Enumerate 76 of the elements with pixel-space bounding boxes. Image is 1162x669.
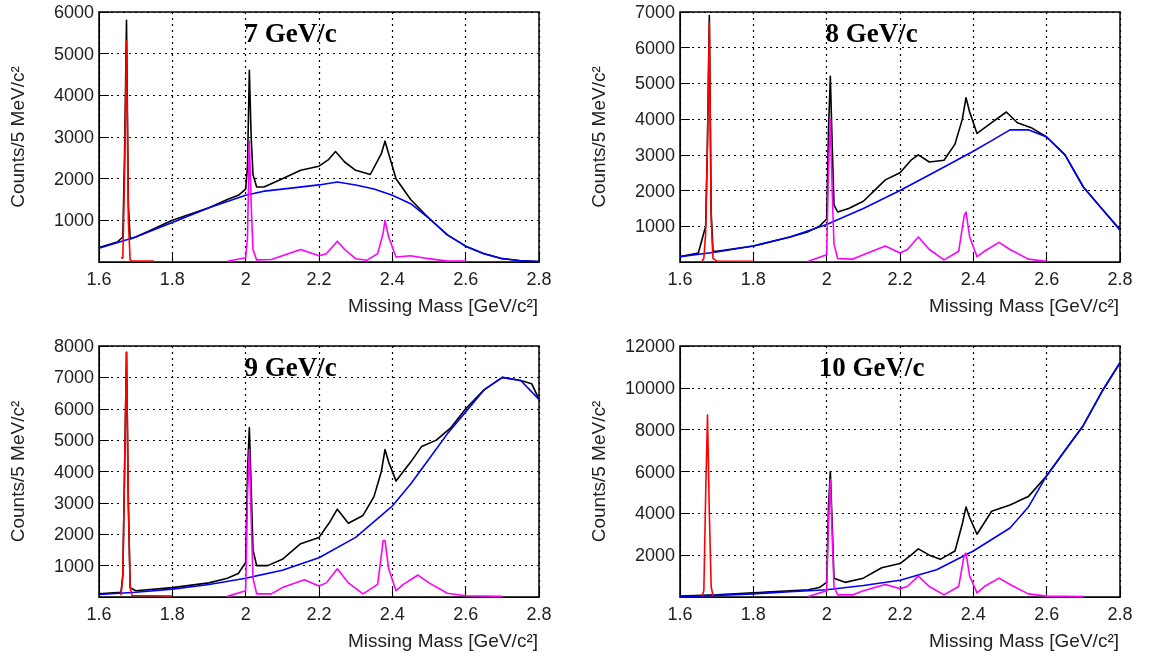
y-tick-label: 6000 bbox=[634, 37, 675, 58]
x-tick-label: 2.2 bbox=[887, 604, 913, 624]
x-tick-label: 2.6 bbox=[453, 604, 479, 624]
x-tick-label: 2 bbox=[821, 604, 832, 624]
x-tick-label: 1.8 bbox=[159, 269, 185, 289]
chart-title: 9 GeV/c bbox=[244, 351, 337, 382]
line-series bbox=[120, 351, 174, 597]
y-tick-label: 8000 bbox=[53, 336, 94, 356]
y-tick-label: 3000 bbox=[634, 144, 675, 165]
y-tick-label: 6000 bbox=[53, 2, 94, 22]
y-tick-label: 2000 bbox=[53, 524, 94, 545]
x-tick-label: 2.2 bbox=[887, 269, 913, 289]
x-tick-label: 2.2 bbox=[306, 269, 332, 289]
x-tick-label: 2.8 bbox=[1107, 604, 1133, 624]
x-tick-label: 2 bbox=[240, 269, 251, 289]
y-tick-label: 4000 bbox=[634, 109, 675, 130]
line-series bbox=[701, 414, 714, 597]
y-tick-label: 7000 bbox=[634, 2, 675, 22]
x-tick-label: 2.8 bbox=[526, 604, 552, 624]
chart-title: 7 GeV/c bbox=[244, 17, 337, 48]
x-axis-title: Missing Mass [GeV/c²] bbox=[928, 630, 1119, 651]
line-series bbox=[807, 118, 1048, 263]
x-tick-label: 1.6 bbox=[86, 269, 112, 289]
x-tick-label: 2 bbox=[240, 604, 251, 624]
line-series bbox=[226, 448, 504, 598]
y-tick-label: 2000 bbox=[634, 180, 675, 201]
y-tick-label: 1000 bbox=[53, 555, 94, 576]
y-tick-label: 2000 bbox=[634, 545, 675, 566]
x-tick-label: 2.4 bbox=[960, 269, 986, 289]
y-tick-label: 4000 bbox=[53, 461, 94, 482]
y-tick-label: 4000 bbox=[634, 503, 675, 524]
x-tick-label: 2.8 bbox=[1107, 269, 1133, 289]
x-axis-title: Missing Mass [GeV/c²] bbox=[347, 630, 538, 651]
x-axis-title: Missing Mass [GeV/c²] bbox=[347, 295, 538, 316]
x-tick-label: 2.6 bbox=[1034, 269, 1060, 289]
x-tick-label: 1.8 bbox=[159, 604, 185, 624]
y-tick-label: 4000 bbox=[53, 85, 94, 106]
x-tick-label: 2 bbox=[821, 269, 832, 289]
chart-title: 10 GeV/c bbox=[818, 351, 925, 382]
x-tick-label: 1.6 bbox=[667, 604, 693, 624]
x-tick-label: 2.4 bbox=[379, 604, 405, 624]
chart-title: 8 GeV/c bbox=[825, 17, 918, 48]
x-tick-label: 2.6 bbox=[1034, 604, 1060, 624]
x-tick-label: 1.6 bbox=[86, 604, 112, 624]
x-tick-label: 1.6 bbox=[667, 269, 693, 289]
y-axis-title: Counts/5 MeV/c² bbox=[588, 400, 609, 543]
y-axis-title: Counts/5 MeV/c² bbox=[7, 66, 28, 208]
y-tick-label: 5000 bbox=[634, 73, 675, 94]
y-tick-label: 8000 bbox=[634, 419, 675, 440]
x-tick-label: 1.8 bbox=[740, 604, 766, 624]
y-tick-label: 7000 bbox=[53, 367, 94, 388]
x-axis-title: Missing Mass [GeV/c²] bbox=[928, 295, 1119, 316]
y-tick-label: 10000 bbox=[624, 377, 675, 398]
x-tick-label: 2.4 bbox=[960, 604, 986, 624]
x-tick-label: 2.6 bbox=[453, 269, 479, 289]
line-series bbox=[701, 21, 755, 263]
x-tick-label: 2.2 bbox=[306, 604, 332, 624]
x-tick-label: 2.8 bbox=[526, 269, 552, 289]
y-tick-label: 5000 bbox=[53, 430, 94, 451]
line-series bbox=[807, 479, 1085, 598]
y-tick-label: 2000 bbox=[53, 168, 94, 189]
y-tick-label: 5000 bbox=[53, 43, 94, 64]
y-tick-label: 3000 bbox=[53, 492, 94, 513]
x-tick-label: 1.8 bbox=[740, 269, 766, 289]
y-tick-label: 6000 bbox=[53, 398, 94, 419]
y-tick-label: 6000 bbox=[634, 461, 675, 482]
y-axis-title: Counts/5 MeV/c² bbox=[7, 400, 28, 543]
line-series bbox=[679, 129, 1121, 258]
y-tick-label: 1000 bbox=[53, 210, 94, 231]
y-tick-label: 3000 bbox=[53, 127, 94, 147]
y-axis-title: Counts/5 MeV/c² bbox=[588, 66, 609, 208]
y-tick-label: 1000 bbox=[634, 216, 675, 237]
line-series bbox=[120, 40, 155, 262]
y-tick-label: 12000 bbox=[624, 336, 675, 356]
line-series bbox=[226, 140, 467, 262]
x-tick-label: 2.4 bbox=[379, 269, 405, 289]
